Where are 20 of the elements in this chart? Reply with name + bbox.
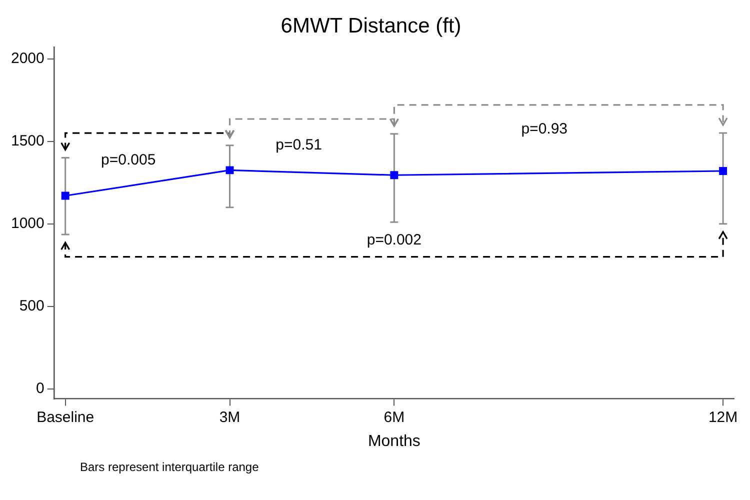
x-tick-label: 12M [708,408,738,426]
point [61,192,70,200]
x-tick-label: 3M [219,408,240,426]
point [226,166,234,174]
x-tick-label: Baseline [36,408,94,426]
point [390,171,398,180]
y-tick-label: 2000 [10,50,44,67]
x-axis-title: Months [368,432,420,450]
chart-title: 6MWT Distance (ft) [280,14,462,38]
y-tick-label: 1500 [10,132,44,150]
annotation: p=0.93 [521,120,568,138]
y-tick-label: 500 [19,298,44,314]
annotation: p=0.005 [101,152,156,169]
y-tick-label: 0 [36,380,44,398]
annotation: p=0.51 [276,136,322,154]
y-tick-label: 1000 [10,214,44,232]
annotation: p=0.002 [366,232,422,249]
text: Bars represent interquartile range [80,460,259,474]
point [719,167,728,175]
x-tick-label: 6M [384,408,405,426]
